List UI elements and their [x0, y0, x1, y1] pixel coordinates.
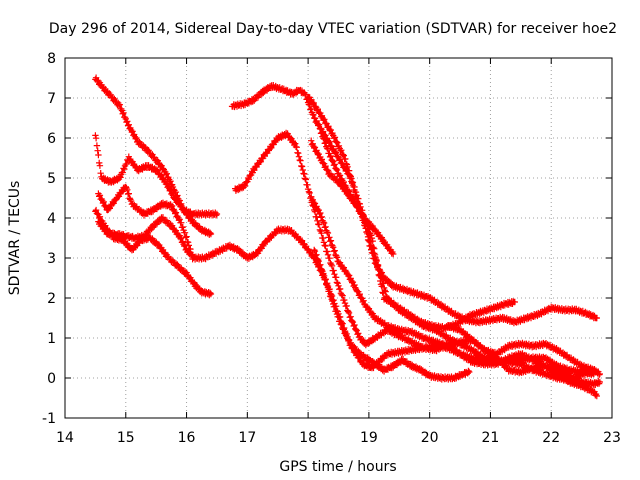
data-point-markers: [95, 214, 196, 260]
y-tick-label: 3: [47, 251, 56, 267]
data-point-markers: [308, 137, 397, 258]
series-track-2: [92, 132, 215, 238]
y-tick-label: 5: [47, 171, 56, 187]
y-tick-label: 8: [47, 51, 56, 67]
series-track-13: [444, 322, 603, 378]
series-track-10: [308, 193, 603, 389]
x-tick-label: 14: [56, 430, 74, 446]
series-track-1: [92, 74, 221, 219]
x-tick-label: 18: [299, 430, 317, 446]
data-point-markers: [92, 132, 215, 238]
series-track-8: [304, 93, 600, 327]
x-tick-label: 19: [360, 430, 378, 446]
x-tick-label: 16: [178, 430, 196, 446]
data-point-markers: [95, 183, 597, 379]
y-tick-label: 1: [47, 331, 56, 347]
series-track-5: [95, 214, 196, 260]
y-tick-label: -1: [42, 411, 56, 427]
x-tick-label: 20: [421, 430, 439, 446]
y-tick-label: 7: [47, 91, 56, 107]
data-point-markers: [304, 93, 600, 327]
y-axis-title: SDTVAR / TECUs: [7, 181, 23, 296]
y-tick-label: 2: [47, 291, 56, 307]
x-tick-label: 21: [482, 430, 500, 446]
series-track-3: [95, 183, 597, 379]
x-axis-title: GPS time / hours: [279, 459, 396, 475]
x-tick-label: 22: [542, 430, 560, 446]
x-tick-label: 23: [603, 430, 621, 446]
chart-title: Day 296 of 2014, Sidereal Day-to-day VTE…: [49, 21, 617, 37]
data-series: [92, 74, 603, 400]
x-tick-label: 15: [117, 430, 135, 446]
y-tick-label: 4: [47, 211, 56, 227]
data-point-markers: [317, 125, 518, 333]
data-point-markers: [311, 246, 473, 383]
x-tick-label: 17: [238, 430, 256, 446]
y-tick-label: 6: [47, 131, 56, 147]
data-point-markers: [92, 74, 221, 219]
y-tick-label: 0: [47, 371, 56, 387]
series-track-12: [311, 246, 473, 383]
series-track-9: [317, 125, 518, 333]
series-track-11: [308, 137, 397, 258]
data-point-markers: [444, 322, 603, 378]
data-point-markers: [308, 193, 603, 389]
plot-frame: [64, 57, 613, 419]
